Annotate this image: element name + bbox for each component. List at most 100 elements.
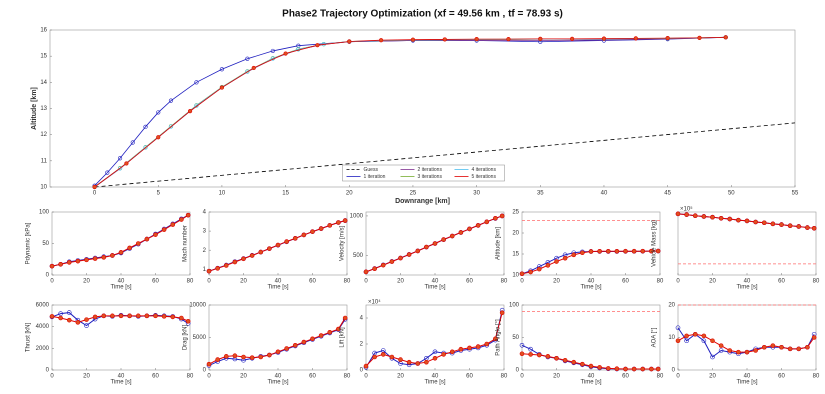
y-tick-label: 4 bbox=[360, 316, 364, 322]
x-tick-label: 80 bbox=[187, 279, 194, 285]
data-point bbox=[101, 255, 107, 260]
x-tick-label: 60 bbox=[622, 279, 629, 285]
x-tick-label: 45 bbox=[664, 191, 671, 197]
x-axis-label: Downrange [km] bbox=[395, 198, 450, 205]
data-point bbox=[631, 248, 637, 254]
data-point bbox=[187, 109, 193, 114]
data-point bbox=[458, 230, 464, 235]
data-point bbox=[267, 246, 272, 251]
x-tick-label: 50 bbox=[728, 191, 735, 197]
data-point bbox=[283, 51, 288, 56]
data-point bbox=[92, 184, 97, 190]
x-tick-label: 80 bbox=[344, 279, 351, 285]
x-tick-label: 35 bbox=[537, 191, 544, 197]
y-axis-label: Vehicle Mass [kg] bbox=[652, 220, 658, 267]
data-point bbox=[499, 310, 505, 316]
x-tick-label: 0 bbox=[207, 279, 211, 285]
data-point bbox=[206, 268, 212, 274]
x-tick-label: 80 bbox=[657, 279, 664, 285]
x-tick-label: 25 bbox=[410, 191, 417, 197]
data-point bbox=[241, 256, 246, 262]
y-tick-label: 10 bbox=[512, 273, 519, 279]
y-tick-label: 2000 bbox=[36, 346, 50, 352]
data-point bbox=[219, 67, 225, 72]
x-tick-label: 0 bbox=[50, 374, 54, 380]
series-line bbox=[94, 122, 796, 188]
axes-box bbox=[521, 304, 661, 371]
data-point bbox=[156, 135, 161, 140]
y-axis-label: Drag [kN] bbox=[183, 325, 189, 351]
data-point bbox=[811, 226, 817, 231]
data-point bbox=[410, 37, 416, 42]
legend-label: Guess bbox=[364, 167, 379, 173]
data-point bbox=[545, 354, 551, 359]
data-point bbox=[153, 313, 158, 319]
x-tick-label: 20 bbox=[346, 191, 353, 197]
data-point bbox=[571, 359, 577, 365]
data-point bbox=[415, 361, 421, 366]
y-tick-label: 10000 bbox=[189, 303, 206, 309]
x-tick-label: 80 bbox=[501, 374, 508, 380]
series-line bbox=[94, 36, 726, 186]
data-point bbox=[796, 224, 802, 229]
data-point bbox=[336, 326, 341, 332]
axes-box bbox=[677, 304, 817, 371]
data-point bbox=[614, 248, 620, 254]
legend-label: 2 iterations bbox=[418, 167, 443, 173]
x-tick-label: 80 bbox=[813, 279, 820, 285]
data-point bbox=[787, 346, 793, 352]
data-point bbox=[736, 349, 741, 355]
data-point bbox=[101, 313, 107, 319]
data-point bbox=[84, 317, 89, 322]
data-point bbox=[275, 242, 281, 248]
data-point bbox=[787, 223, 793, 229]
x-tick-label: 0 bbox=[520, 374, 524, 380]
data-point bbox=[144, 313, 150, 319]
data-point bbox=[135, 313, 141, 319]
data-point bbox=[570, 36, 575, 41]
data-point bbox=[327, 223, 333, 228]
data-point bbox=[127, 245, 132, 251]
data-point bbox=[519, 271, 525, 277]
data-point bbox=[779, 222, 784, 227]
data-point bbox=[499, 213, 505, 219]
x-tick-label: 40 bbox=[275, 374, 282, 380]
data-point bbox=[161, 227, 167, 232]
data-point bbox=[92, 314, 98, 320]
x-axis-label: Time [s] bbox=[580, 380, 601, 386]
x-axis-label: Time [s] bbox=[267, 285, 288, 291]
data-point bbox=[118, 250, 124, 255]
data-point bbox=[432, 355, 438, 361]
data-point bbox=[310, 336, 315, 342]
data-point bbox=[449, 233, 455, 239]
data-point bbox=[342, 315, 348, 321]
axes-box bbox=[208, 304, 348, 371]
data-point bbox=[301, 232, 307, 238]
data-point bbox=[811, 335, 817, 340]
y-tick-label: 13 bbox=[40, 106, 47, 112]
data-point bbox=[761, 344, 767, 350]
data-point bbox=[631, 366, 637, 372]
data-point bbox=[684, 338, 689, 344]
data-point bbox=[347, 39, 352, 44]
data-point bbox=[710, 338, 715, 344]
data-point bbox=[727, 348, 733, 353]
y-tick-label: 11 bbox=[41, 158, 48, 164]
data-point bbox=[219, 85, 225, 90]
y-tick-label: 0 bbox=[203, 368, 207, 374]
data-point bbox=[156, 110, 161, 115]
x-tick-label: 80 bbox=[813, 374, 820, 380]
y-tick-label: 20 bbox=[668, 303, 675, 309]
x-tick-label: 20 bbox=[553, 279, 560, 285]
data-point bbox=[614, 366, 620, 372]
x-axis-label: Time [s] bbox=[580, 285, 601, 291]
data-point bbox=[258, 249, 264, 255]
data-point bbox=[342, 218, 348, 223]
data-point bbox=[363, 363, 369, 369]
data-point bbox=[75, 320, 81, 325]
data-point bbox=[315, 43, 320, 48]
data-point bbox=[406, 359, 412, 365]
y-axis-label: Thrust [kN] bbox=[26, 323, 32, 353]
data-point bbox=[327, 329, 333, 335]
